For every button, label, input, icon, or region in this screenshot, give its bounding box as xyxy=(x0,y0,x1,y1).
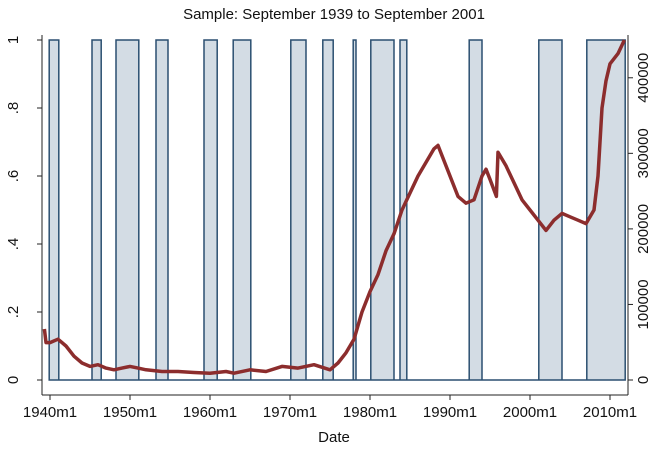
y-tick-label: .8 xyxy=(5,102,22,115)
y-tick-label: .2 xyxy=(5,306,22,319)
y-tick-label: 0 xyxy=(5,376,22,384)
y-tick-label: .4 xyxy=(5,238,22,251)
series-line xyxy=(42,39,626,375)
chart-title: Sample: September 1939 to September 2001 xyxy=(183,6,485,23)
x-axis-label: Date xyxy=(318,429,350,446)
x-tick-label: 1960m1 xyxy=(183,404,237,421)
x-tick-label: 1950m1 xyxy=(103,404,157,421)
x-tick-label: 2000m1 xyxy=(503,404,557,421)
y-tick-label: .6 xyxy=(5,170,22,183)
y2-tick-label: 300000 xyxy=(635,128,652,178)
y-tick-label: 1 xyxy=(5,36,22,44)
x-tick-label: 1970m1 xyxy=(263,404,317,421)
x-tick-label: 1990m1 xyxy=(423,404,477,421)
y2-tick-label: 400000 xyxy=(635,53,652,103)
y2-tick-label: 0 xyxy=(635,376,652,384)
y2-tick-label: 100000 xyxy=(635,279,652,329)
x-tick-label: 1980m1 xyxy=(343,404,397,421)
y2-tick-label: 200000 xyxy=(635,204,652,254)
x-tick-label: 1940m1 xyxy=(23,404,77,421)
x-tick-label: 2010m1 xyxy=(583,404,637,421)
shaded-area xyxy=(48,39,626,381)
